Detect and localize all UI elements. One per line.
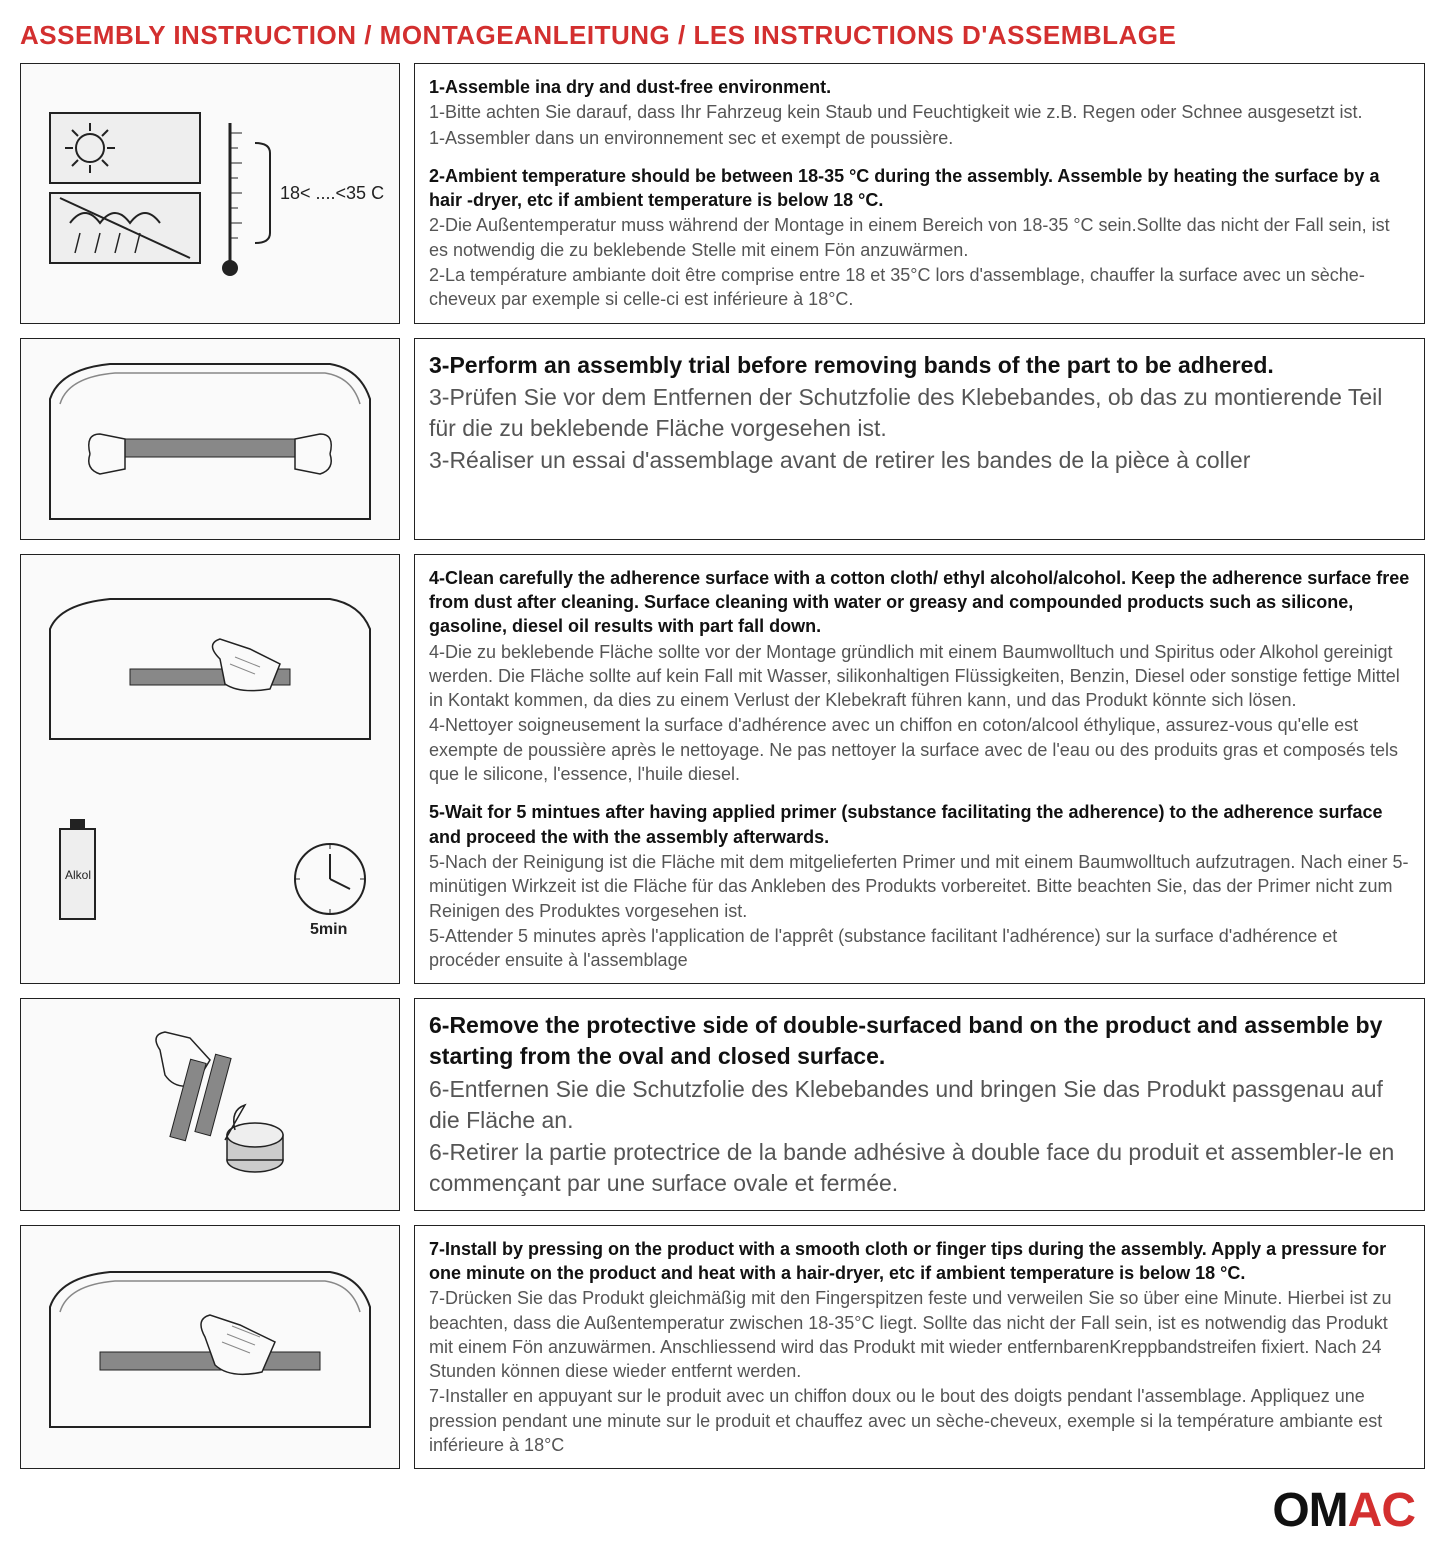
instruction-line: 1-Assembler dans un environnement sec et…	[429, 126, 1410, 150]
logo-row: OMAC	[20, 1483, 1425, 1538]
instruction-line: 4-Nettoyer soigneusement la surface d'ad…	[429, 713, 1410, 786]
step-row: 3-Perform an assembly trial before remov…	[20, 338, 1425, 540]
instruction-line: 2-Die Außentemperatur muss während der M…	[429, 213, 1410, 262]
instruction-line: 2-Ambient temperature should be between …	[429, 164, 1410, 213]
instruction-line: 3-Réaliser un essai d'assemblage avant d…	[429, 445, 1410, 476]
step-text: 4-Clean carefully the adherence surface …	[414, 554, 1425, 985]
step-text: 6-Remove the protective side of double-s…	[414, 998, 1425, 1210]
step-illustration	[20, 338, 400, 540]
instruction-line: 5-Attender 5 minutes après l'application…	[429, 924, 1410, 973]
svg-text:Alkol: Alkol	[65, 868, 91, 882]
step-row: 18< ....<35 C 1-Assemble ina dry and dus…	[20, 63, 1425, 324]
step-text: 7-Install by pressing on the product wit…	[414, 1225, 1425, 1470]
step-text: 3-Perform an assembly trial before remov…	[414, 338, 1425, 540]
instruction-line: 5-Nach der Reinigung ist die Fläche mit …	[429, 850, 1410, 923]
instruction-line: 7-Installer en appuyant sur le produit a…	[429, 1384, 1410, 1457]
instruction-line: 6-Entfernen Sie die Schutzfolie des Kleb…	[429, 1074, 1410, 1136]
instruction-line: 1-Bitte achten Sie darauf, dass Ihr Fahr…	[429, 100, 1410, 124]
svg-text:18< ....<35 C: 18< ....<35 C	[280, 183, 384, 203]
step-illustration: 18< ....<35 C	[20, 63, 400, 324]
instruction-line: 6-Remove the protective side of double-s…	[429, 1010, 1410, 1072]
instruction-line: 5-Wait for 5 mintues after having applie…	[429, 800, 1410, 849]
steps-container: 18< ....<35 C 1-Assemble ina dry and dus…	[20, 63, 1425, 1469]
svg-text:5min: 5min	[310, 921, 347, 938]
instruction-line: 3-Perform an assembly trial before remov…	[429, 350, 1410, 381]
step-row: 7-Install by pressing on the product wit…	[20, 1225, 1425, 1470]
step-row: Alkol 5min 4-Clean carefully the adheren…	[20, 554, 1425, 985]
instruction-line: 2-La température ambiante doit être comp…	[429, 263, 1410, 312]
instruction-line: 1-Assemble ina dry and dust-free environ…	[429, 75, 1410, 99]
instruction-line: 7-Drücken Sie das Produkt gleichmäßig mi…	[429, 1286, 1410, 1383]
brand-logo: OMAC	[1272, 1483, 1415, 1538]
step-illustration	[20, 998, 400, 1210]
instruction-line: 4-Die zu beklebende Fläche sollte vor de…	[429, 640, 1410, 713]
instruction-line: 6-Retirer la partie protectrice de la ba…	[429, 1137, 1410, 1199]
step-text: 1-Assemble ina dry and dust-free environ…	[414, 63, 1425, 324]
instruction-line: 7-Install by pressing on the product wit…	[429, 1237, 1410, 1286]
instruction-line: 3-Prüfen Sie vor dem Entfernen der Schut…	[429, 382, 1410, 444]
logo-text-black: OM	[1272, 1484, 1347, 1537]
step-illustration: Alkol 5min	[20, 554, 400, 985]
step-illustration	[20, 1225, 400, 1470]
instruction-line: 4-Clean carefully the adherence surface …	[429, 566, 1410, 639]
page-title: ASSEMBLY INSTRUCTION / MONTAGEANLEITUNG …	[20, 20, 1425, 51]
step-row: 6-Remove the protective side of double-s…	[20, 998, 1425, 1210]
logo-text-red: AC	[1348, 1484, 1415, 1537]
